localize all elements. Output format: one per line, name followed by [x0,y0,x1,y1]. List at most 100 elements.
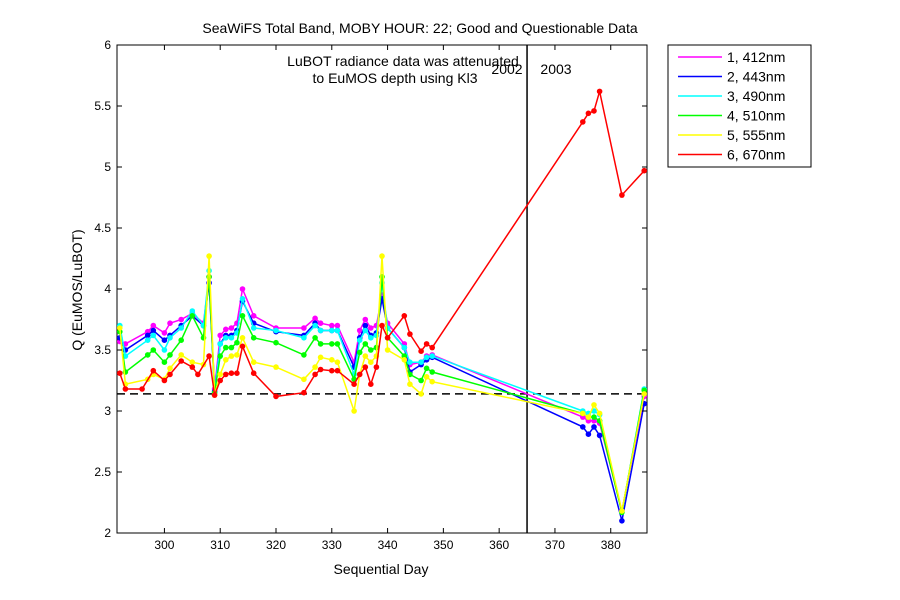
y-tick-label: 5 [104,160,111,174]
data-point [334,341,341,347]
legend-entry-3: 3, 490nm [678,88,785,104]
data-point [351,408,357,414]
legend-label: 5, 555nm [727,127,785,143]
data-point [356,327,363,334]
legend-entry-6: 6, 670nm [678,147,785,163]
data-point [596,88,603,95]
data-point [317,327,324,334]
legend-label: 3, 490nm [727,88,785,104]
data-point [206,253,212,259]
data-point [368,325,374,331]
data-point [368,347,374,353]
data-point [384,347,391,353]
data-point [619,508,625,514]
reference-layer [117,45,647,533]
data-point [418,377,424,384]
data-point [206,353,212,359]
data-point [312,322,318,329]
data-point [301,335,307,341]
x-tick-label: 310 [210,538,230,552]
data-point [217,341,223,347]
data-point [312,335,318,341]
data-point [418,391,424,397]
data-point [401,344,408,351]
data-point [239,335,246,341]
data-point [234,352,240,358]
data-point [217,332,223,339]
data-point [596,432,603,439]
data-point [250,370,257,377]
data-point [144,337,151,344]
data-point [591,108,597,114]
data-point [429,344,436,351]
data-point [239,343,246,350]
data-point [217,371,223,378]
data-point [273,364,279,370]
data-point [161,330,168,336]
year-label-2003: 2003 [540,61,571,77]
data-point [312,315,318,322]
data-point [423,341,430,347]
data-point [150,322,157,329]
data-point [195,371,201,378]
data-point [217,377,223,384]
data-point [211,392,218,398]
data-point [317,341,324,347]
data-point [167,371,173,378]
data-point [585,110,592,117]
data-point [239,286,246,292]
data-point [167,365,173,372]
data-point [301,376,307,383]
data-point [429,378,436,385]
data-point [223,326,229,333]
data-point [223,371,229,378]
data-point [384,335,391,341]
chart-title: SeaWiFS Total Band, MOBY HOUR: 22; Good … [202,20,637,36]
data-point [117,370,123,377]
y-tick-label: 2 [104,526,111,540]
data-point [150,332,157,339]
data-point [619,518,625,524]
data-point [250,325,257,331]
series-6 [117,88,647,400]
data-point [580,119,586,125]
year-label-2002: 2002 [491,61,522,77]
data-point [329,357,335,363]
y-tick-label: 2.5 [94,465,111,479]
data-point [619,192,625,198]
data-point [362,316,369,323]
data-point [122,386,129,392]
data-point [591,402,597,408]
y-tick-label: 4.5 [94,221,111,235]
data-point [223,357,229,363]
data-point [591,424,597,430]
data-point [317,366,324,373]
legend-box [667,44,812,168]
data-point [178,358,184,364]
data-point [312,371,318,378]
x-tick-label: 320 [266,538,286,552]
data-point [351,381,357,388]
data-point [585,414,592,420]
data-point [228,344,235,351]
data-point [401,313,408,319]
legend-label: 1, 412nm [727,49,785,65]
data-point [329,341,335,347]
data-point [239,313,246,319]
data-point [423,365,430,372]
annotation-note-line1: LuBOT radiance data was attenuated [287,53,519,69]
data-point [429,369,436,375]
y-tick-label: 6 [104,38,111,52]
data-point [418,359,424,366]
data-point [144,352,151,358]
data-point [301,389,307,396]
data-point [189,364,196,370]
data-point [362,364,369,370]
data-point [379,322,385,329]
data-point [189,313,196,319]
data-point [356,337,363,344]
data-point [250,359,257,366]
legend: 1, 412nm 2, 443nm 3, 490nm 4, 510nm 5, 555nm… [667,44,812,168]
legend-entry-5: 5, 555nm [678,127,785,143]
